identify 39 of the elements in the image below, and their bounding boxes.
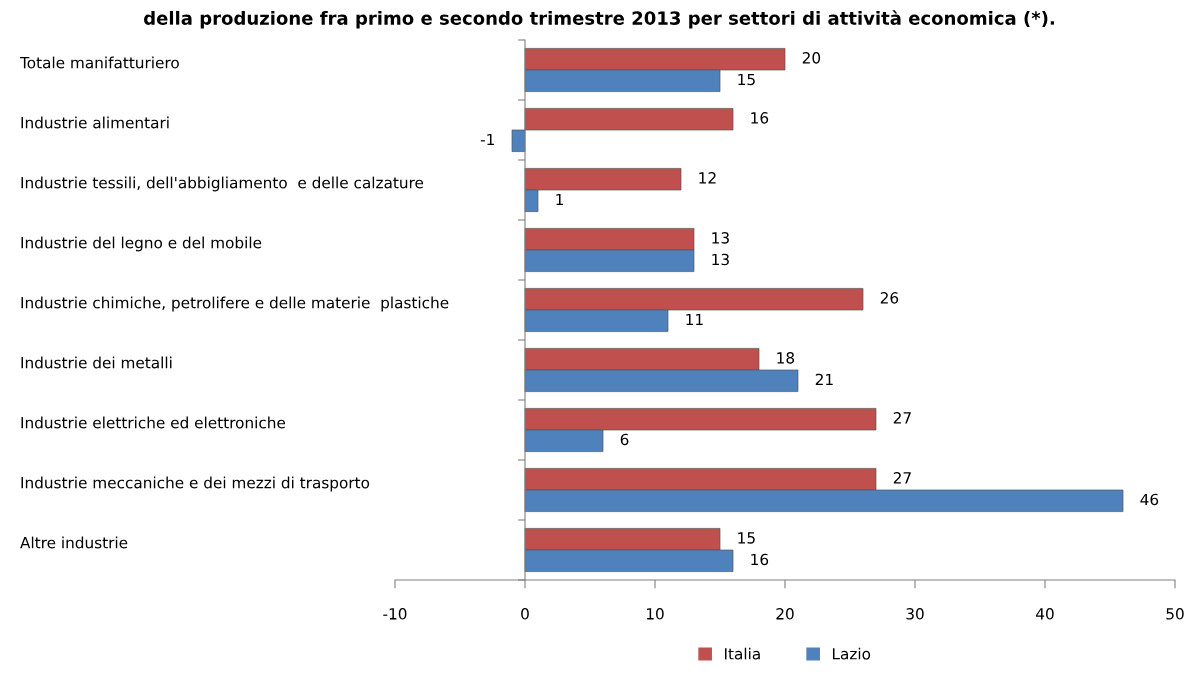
data-label: 27: [893, 412, 911, 424]
data-label: 16: [751, 112, 769, 124]
x-tick-label: 30: [906, 608, 924, 620]
bar: [524, 108, 734, 131]
x-tick-label: 40: [1036, 608, 1054, 620]
data-label: 15: [738, 532, 755, 544]
data-label: 1: [556, 193, 563, 206]
data-label: 21: [815, 373, 833, 386]
data-label: 13: [712, 232, 729, 244]
data-label: 18: [777, 352, 795, 364]
y-tick-label: Industrie chimiche, petrolifere e delle materie plastiche: [21, 296, 449, 312]
data-label: 26: [880, 292, 899, 304]
data-label: 12: [699, 172, 716, 184]
x-tick-label: 0: [521, 608, 529, 620]
data-label: 13: [712, 253, 729, 266]
y-tick-label: Altre industrie: [20, 536, 128, 549]
data-label: -1: [480, 133, 494, 146]
chart-title: della produzione fra primo e secondo trimestre 2013 per settori di attività economica (*).: [144, 10, 1054, 29]
y-tick-label: Industrie dei metalli: [21, 356, 172, 369]
data-label: 15: [738, 73, 755, 86]
data-label: 6: [620, 433, 629, 446]
y-tick-label: Totale manifatturiero: [19, 56, 179, 69]
data-label: 20: [802, 52, 821, 64]
y-tick-label: Industrie elettriche ed elettroniche: [21, 416, 286, 429]
y-tick-label: Industrie del legno e del mobile: [21, 236, 262, 252]
y-tick-label: Industrie meccaniche e dei mezzi di trasporto: [21, 476, 370, 492]
legend-label: Lazio: [832, 647, 871, 660]
x-tick-label: 50: [1166, 608, 1184, 620]
data-label: 46: [1140, 493, 1159, 506]
data-label: 11: [686, 313, 703, 326]
data-label: 27: [893, 472, 911, 484]
x-tick-label: 20: [776, 608, 794, 620]
x-tick-label: 10: [646, 608, 664, 620]
legend-label: Italia: [724, 647, 760, 660]
bar: [511, 129, 526, 152]
data-label: 16: [751, 553, 769, 566]
y-tick-label: Industrie tessili, dell'abbigliamento e delle calzature: [21, 176, 424, 192]
y-tick-label: Industrie alimentari: [21, 116, 169, 129]
x-tick-label: -10: [383, 608, 407, 620]
